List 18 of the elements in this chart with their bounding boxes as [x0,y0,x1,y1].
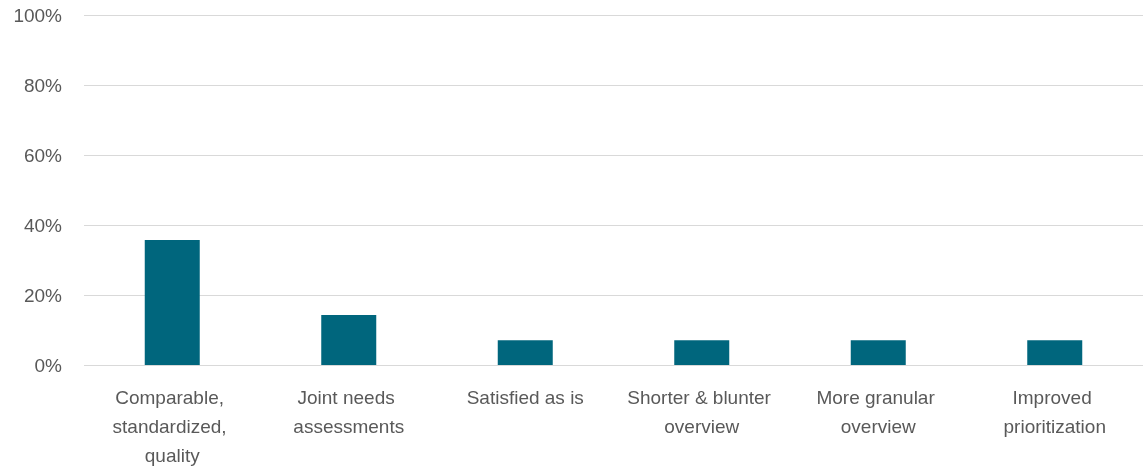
x-tick-label: Shorter & blunter overview [627,387,777,437]
bar [1027,340,1083,365]
y-tick-label: 60% [23,144,63,166]
bar [850,340,906,365]
x-tick-label: Improved prioritization [1003,387,1106,437]
bar [674,340,730,365]
bar [321,314,377,365]
x-tick-label: Comparable, standardized, quality [112,387,232,466]
x-tick-label: More granular overview [816,387,941,437]
x-tick-label: Joint needs assessments [293,387,405,437]
y-tick-label: 0% [34,354,63,376]
y-tick-label: 20% [23,284,63,306]
bar [497,340,553,365]
y-tick-label: 100% [13,4,63,26]
x-tick-label: Satisfied as is [466,387,584,408]
y-tick-label: 80% [23,74,63,96]
y-tick-label: 40% [23,214,63,236]
bar [144,240,200,365]
